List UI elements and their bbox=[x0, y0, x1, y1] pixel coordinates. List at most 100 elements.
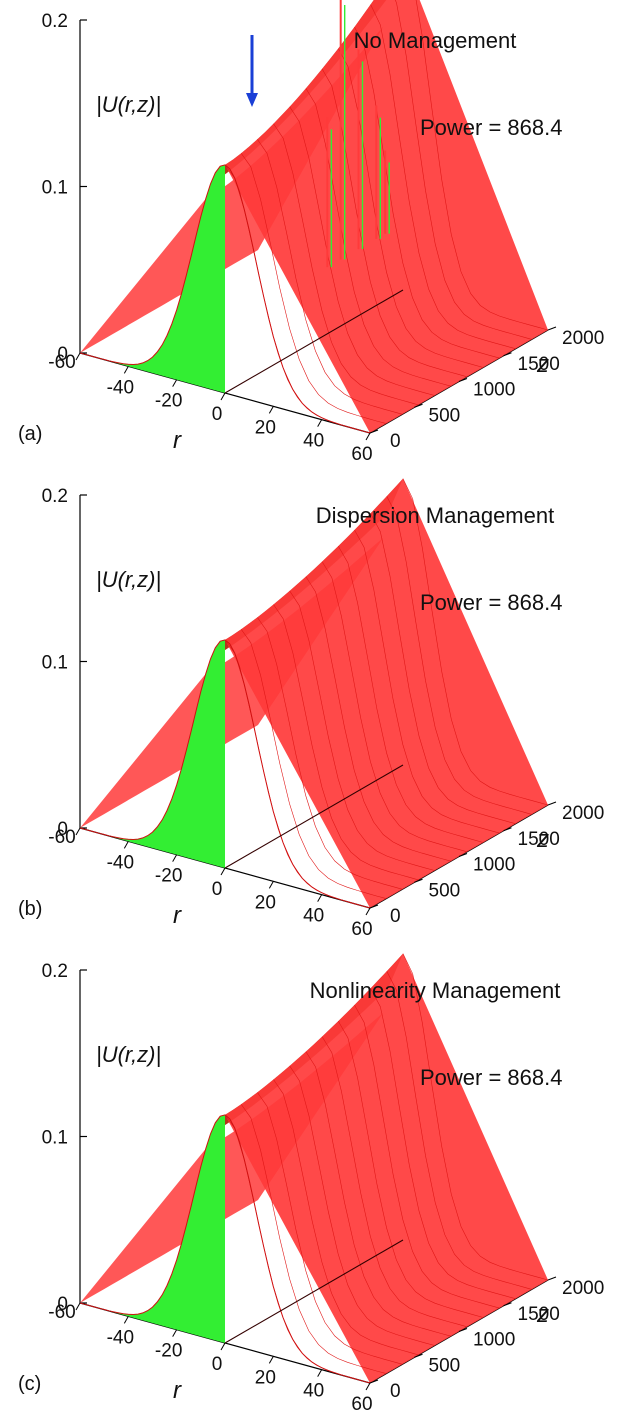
r-tick-mark bbox=[220, 1342, 226, 1351]
r-tick-label: 60 bbox=[351, 919, 372, 940]
r-tick-label: -40 bbox=[107, 1327, 134, 1348]
u-axis-label: |U(r,z)| bbox=[96, 567, 161, 592]
r-tick-label: -20 bbox=[155, 1341, 182, 1362]
surface-mesh-line bbox=[370, 4, 516, 349]
r-axis-label: r bbox=[173, 1377, 182, 1404]
r-axis-label: r bbox=[173, 902, 182, 929]
r-tick-mark bbox=[220, 392, 226, 401]
surface-mesh-line bbox=[273, 123, 419, 406]
surface-mesh-line bbox=[321, 68, 468, 378]
initial-profile-front bbox=[80, 1114, 225, 1343]
z-tick-label: 1500 bbox=[518, 829, 560, 850]
z-tick-mark bbox=[503, 1302, 512, 1307]
u-tick-label: 0.2 bbox=[42, 961, 68, 982]
surface-mesh-line bbox=[370, 988, 516, 1299]
r-tick-mark bbox=[268, 1356, 274, 1364]
power-annotation: Power = 868.4 bbox=[420, 1065, 562, 1090]
u-tick-label: 0 bbox=[57, 344, 68, 365]
z-axis-label: z bbox=[536, 826, 549, 853]
r-tick-label: 20 bbox=[255, 1367, 276, 1388]
z-tick-mark bbox=[369, 904, 379, 909]
r-tick-mark bbox=[75, 1302, 81, 1311]
surface-mesh-line bbox=[394, 0, 532, 340]
r-tick-label: 60 bbox=[351, 444, 372, 465]
z-tick-label: 1000 bbox=[473, 855, 515, 876]
r-tick-label: -60 bbox=[48, 1302, 75, 1323]
power-annotation: Power = 868.4 bbox=[420, 115, 562, 140]
power-annotation: Power = 868.4 bbox=[420, 590, 562, 615]
r-tick-mark bbox=[365, 432, 371, 441]
surface-mesh-line bbox=[305, 576, 451, 862]
panel-label: (b) bbox=[18, 898, 42, 920]
r-tick-label: 0 bbox=[212, 404, 223, 425]
u-axis-label: |U(r,z)| bbox=[96, 92, 161, 117]
r-tick-label: 40 bbox=[303, 1381, 324, 1402]
surface-mesh-line bbox=[321, 1036, 468, 1328]
u-tick-label: 0.1 bbox=[42, 1128, 68, 1149]
z-tick-label: 1000 bbox=[473, 1330, 515, 1351]
z-tick-mark bbox=[547, 1276, 557, 1281]
initial-profile-outline bbox=[79, 639, 371, 909]
r-tick-label: -20 bbox=[155, 866, 182, 887]
r-tick-mark bbox=[123, 1316, 129, 1324]
z-tick-mark bbox=[547, 326, 557, 331]
surface-mesh-line bbox=[257, 1092, 403, 1365]
surface-mesh-line bbox=[305, 88, 451, 387]
r-tick-mark bbox=[220, 867, 226, 876]
surface-mesh-line bbox=[402, 953, 549, 1281]
z-tick-mark bbox=[503, 352, 512, 357]
r-tick-mark bbox=[268, 406, 274, 414]
surface-mesh-line bbox=[354, 1004, 500, 1309]
r-tick-label: -40 bbox=[107, 852, 134, 873]
surface-mesh-line bbox=[240, 629, 387, 899]
z-tick-label: 500 bbox=[429, 405, 461, 426]
z-tick-mark bbox=[547, 801, 557, 806]
z-centre-line bbox=[224, 1239, 404, 1344]
r-tick-mark bbox=[317, 419, 323, 427]
r-tick-label: -40 bbox=[107, 377, 134, 398]
r-tick-mark bbox=[123, 841, 129, 849]
surface-mesh-line bbox=[289, 1065, 435, 1346]
z-tick-label: 0 bbox=[390, 906, 401, 927]
r-tick-label: -20 bbox=[155, 391, 182, 412]
panel-label: (c) bbox=[18, 1373, 41, 1395]
r-tick-mark bbox=[365, 907, 371, 916]
u-tick-label: 0 bbox=[57, 1294, 68, 1315]
z-centre-line bbox=[224, 764, 404, 869]
surface-mesh-line bbox=[289, 590, 435, 871]
z-tick-mark bbox=[458, 853, 468, 857]
z-tick-label: 1000 bbox=[473, 380, 515, 401]
z-tick-label: 0 bbox=[390, 1381, 401, 1402]
panel-title: No Management bbox=[354, 28, 517, 53]
u-axis-label: |U(r,z)| bbox=[96, 1042, 161, 1067]
surface-mesh-line bbox=[240, 1104, 387, 1374]
r-tick-label: 40 bbox=[303, 431, 324, 452]
u-tick-label: 0.1 bbox=[42, 178, 68, 199]
panel-label: (a) bbox=[18, 423, 42, 445]
r-tick-mark bbox=[172, 854, 178, 862]
surface-right-flank bbox=[225, 478, 548, 908]
panel-title: Dispersion Management bbox=[316, 503, 554, 528]
u-tick-label: 0.2 bbox=[42, 11, 68, 32]
r-tick-mark bbox=[75, 352, 81, 361]
z-axis-label: z bbox=[536, 1301, 549, 1328]
z-tick-mark bbox=[458, 1328, 468, 1332]
r-tick-label: -60 bbox=[48, 827, 75, 848]
z-centre-line bbox=[224, 289, 404, 394]
z-tick-label: 1500 bbox=[518, 354, 560, 375]
surface-mesh-line bbox=[338, 1020, 484, 1318]
surface-right-flank bbox=[225, 0, 548, 433]
surface-mesh-line bbox=[354, 26, 500, 359]
surface-mesh-line bbox=[321, 561, 468, 853]
r-tick-label: 60 bbox=[351, 1394, 372, 1415]
surface-left-flank bbox=[80, 26, 384, 353]
panel-title: Nonlinearity Management bbox=[310, 978, 561, 1003]
r-tick-mark bbox=[317, 894, 323, 902]
surface-mesh-line bbox=[257, 139, 403, 415]
r-tick-label: 20 bbox=[255, 417, 276, 438]
u-tick-label: 0.2 bbox=[42, 486, 68, 507]
